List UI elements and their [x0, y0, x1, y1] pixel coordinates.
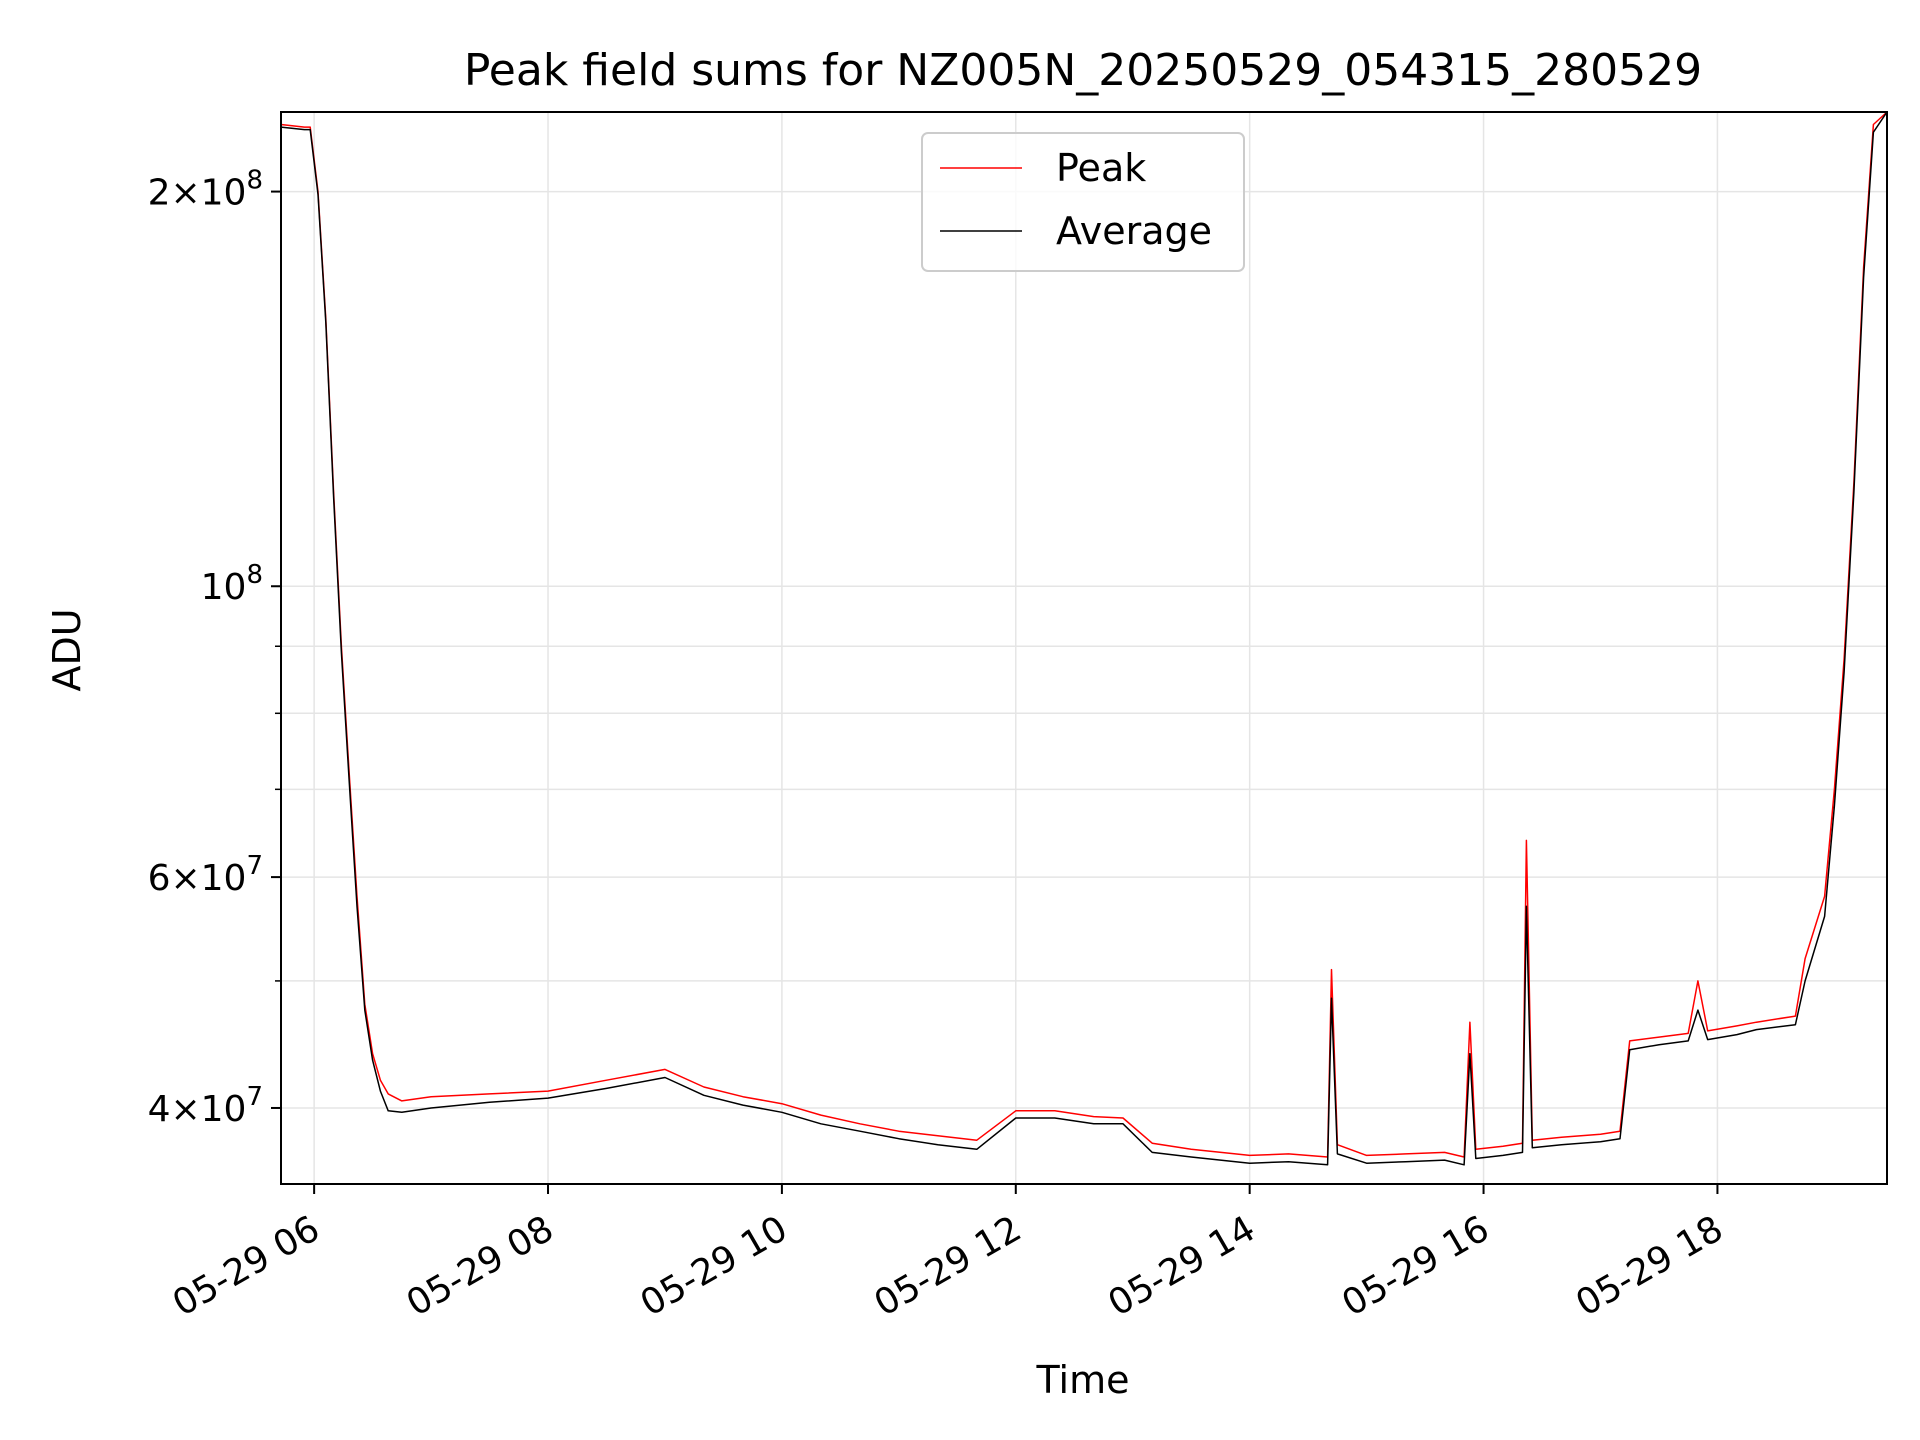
legend-peak-label: Peak	[1056, 146, 1146, 190]
plot-series	[280, 111, 1888, 1166]
series-line-peak	[280, 111, 1888, 1158]
plot-frame	[280, 111, 1888, 1185]
y-tick-label: 6×107	[148, 851, 263, 899]
y-tick-label: 4×107	[148, 1082, 263, 1130]
y-tick-label: 2×108	[148, 166, 263, 214]
legend-average-label: Average	[1056, 209, 1212, 253]
x-axis-label: Time	[1036, 1358, 1130, 1402]
y-axis-ticks: 4×107 6×107 108 2×108	[148, 166, 281, 1130]
legend: Peak Average	[921, 132, 1245, 272]
y-tick-label: 108	[201, 560, 263, 608]
chart-title: Peak field sums for NZ005N_20250529_0543…	[464, 45, 1702, 96]
series-line-average	[280, 111, 1888, 1166]
y-axis-label: ADU	[45, 608, 89, 691]
